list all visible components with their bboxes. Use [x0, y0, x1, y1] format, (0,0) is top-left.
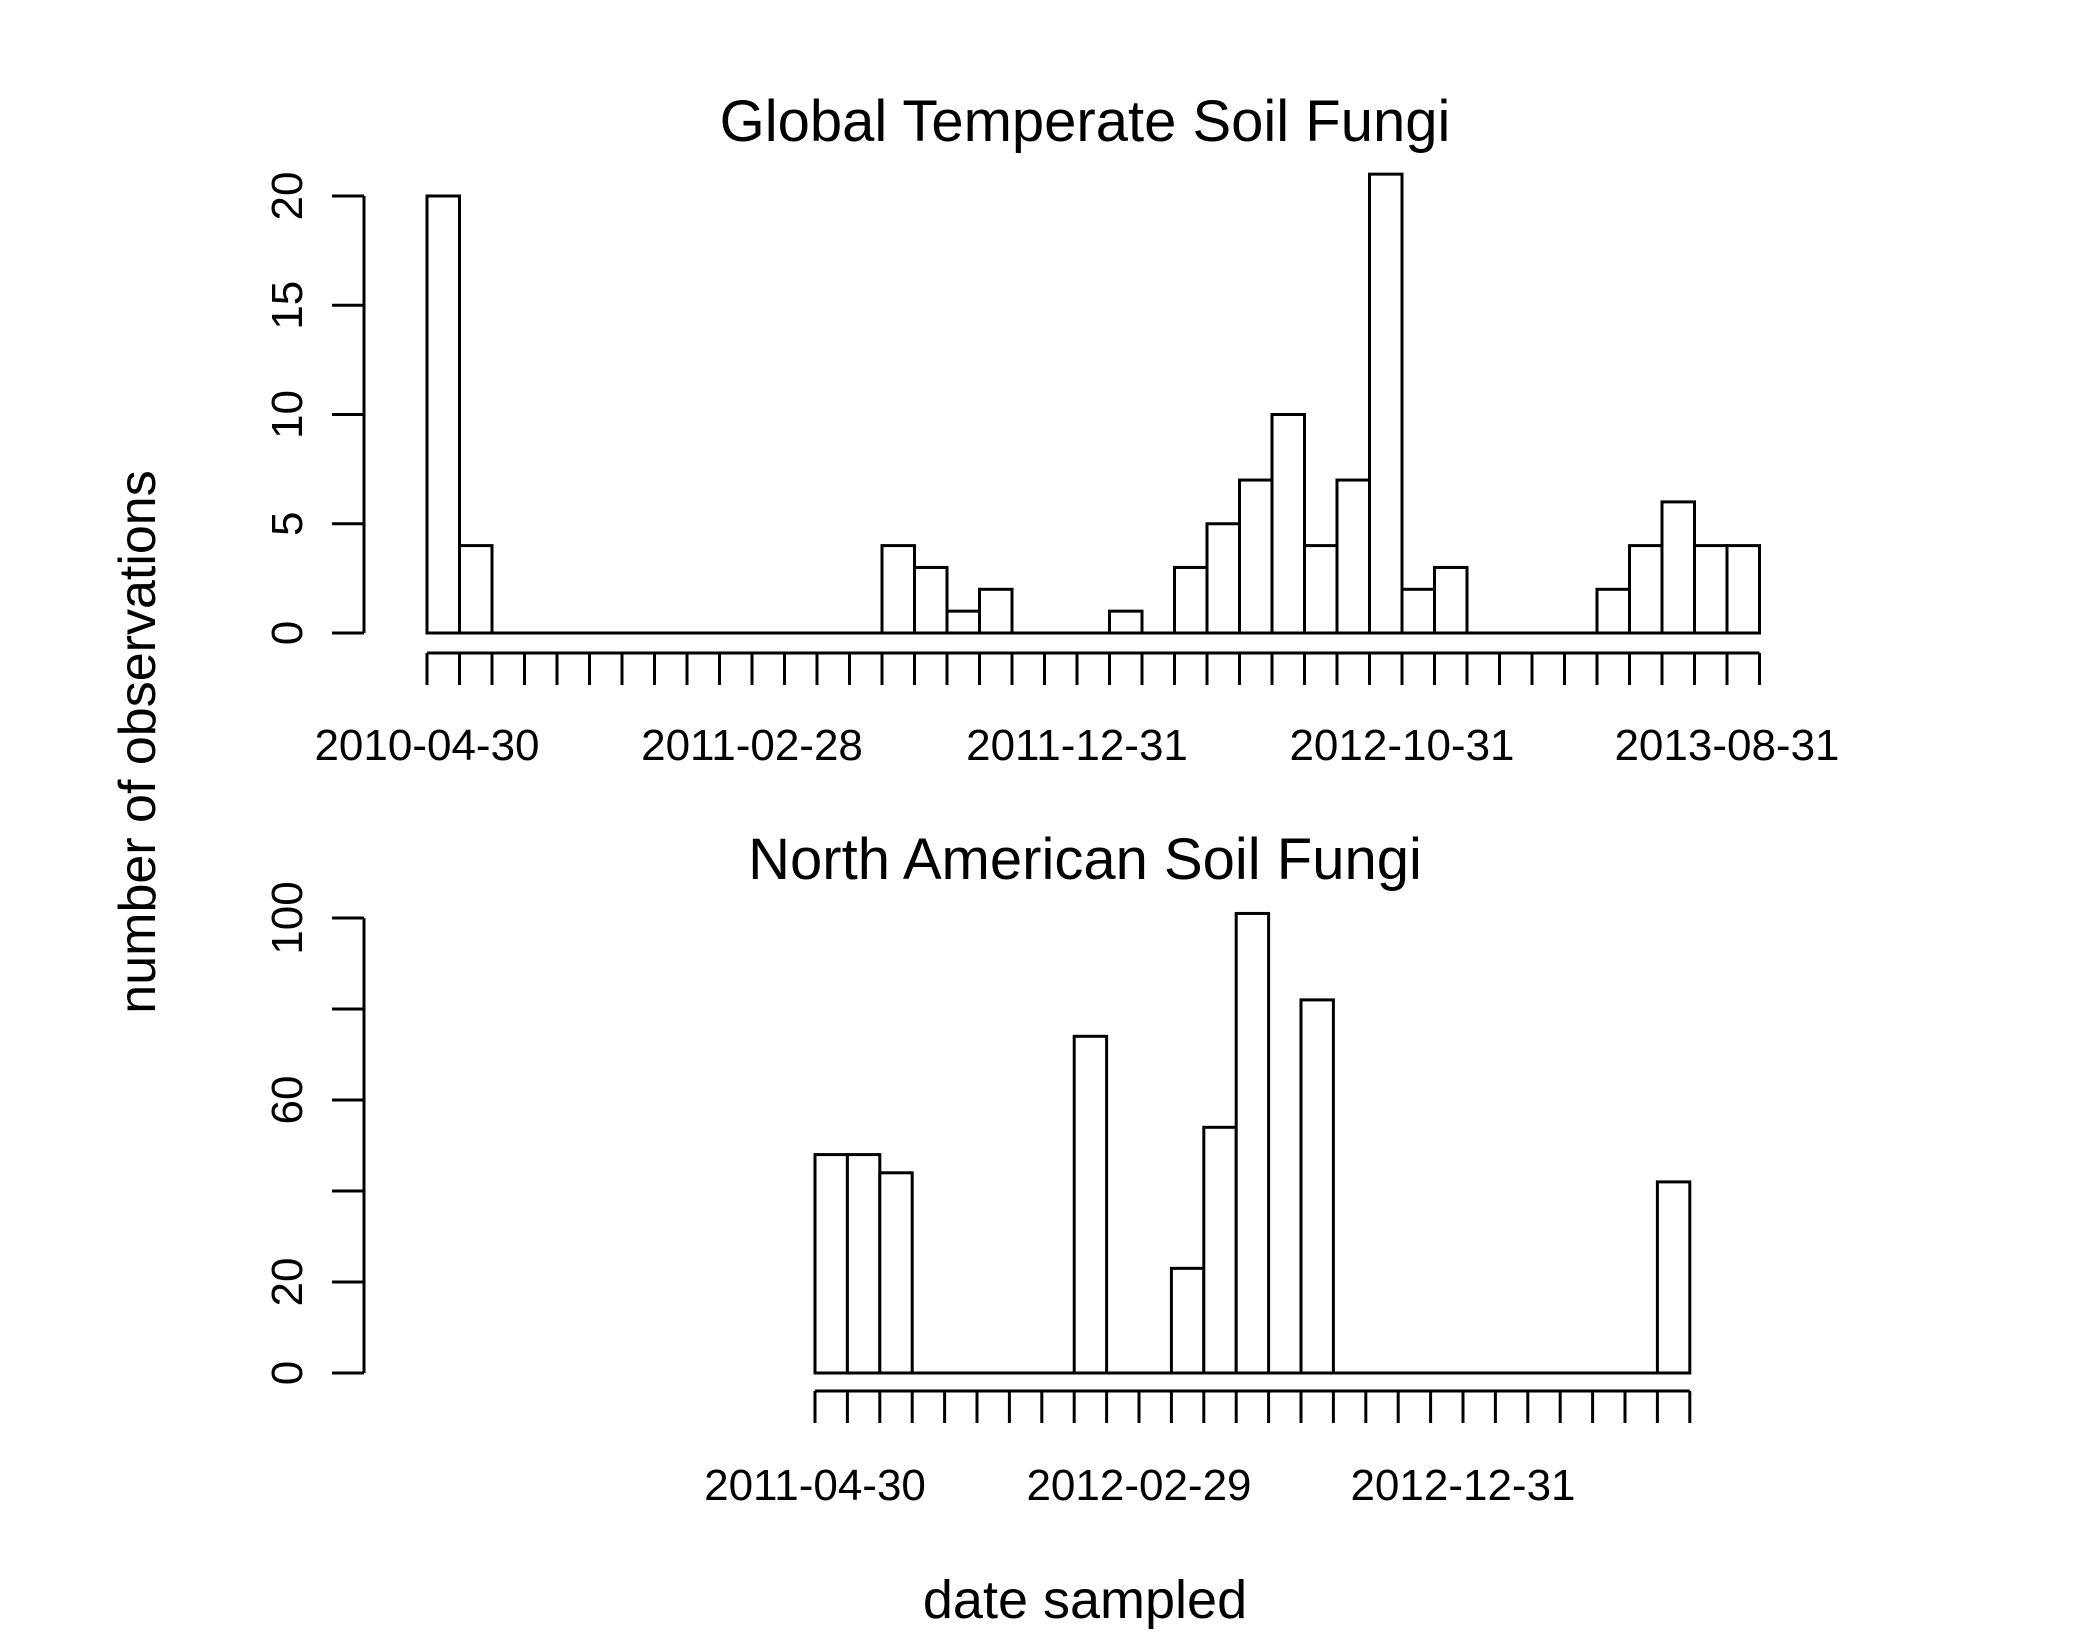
x-tick-label: 2011-04-30	[704, 1461, 926, 1510]
y-tick-label: 10	[263, 390, 312, 439]
bar-2012-04-30	[1205, 522, 1241, 635]
x-tick-label: 2012-12-31	[1350, 1461, 1575, 1510]
x-tick-label: 2010-04-30	[314, 721, 539, 770]
y-tick-label: 20	[263, 172, 312, 221]
bar-2011-09-30	[978, 587, 1014, 635]
y-tick-label: 5	[263, 512, 312, 536]
chart-panel-north-american: North American Soil Fungi 0 20 60 100 2011-…	[263, 827, 1692, 1510]
bar-2010-05-31	[458, 544, 494, 635]
bar-2011-06-30	[878, 1171, 914, 1375]
bar-2012-07-31	[1303, 544, 1339, 635]
bar-2011-05-31	[845, 1153, 882, 1375]
chart-panel-global: Global Temperate Soil Fungi 0 5 10 15 20 201…	[263, 89, 1840, 770]
bar-2013-06-30	[1660, 500, 1696, 635]
bar-2012-03-31	[1173, 565, 1209, 635]
bar-2011-12-31	[1072, 1034, 1109, 1375]
bar-2011-07-31	[913, 565, 949, 635]
y-tick-label: 60	[263, 1076, 312, 1125]
y-axis-north-american: 0 20 60 100	[263, 881, 366, 1385]
x-tick-label: 2011-12-31	[966, 721, 1188, 770]
bar-2011-08-31	[945, 609, 981, 635]
bar-2012-06-30	[1270, 413, 1306, 635]
x-tick-label: 2012-02-29	[1026, 1461, 1251, 1510]
bar-2011-06-30	[880, 544, 916, 635]
bar-2013-08-31	[1725, 544, 1761, 635]
bars-global	[425, 172, 1761, 635]
y-tick-label: 15	[263, 281, 312, 330]
y-axis-label: number of observations	[109, 470, 167, 1013]
bar-2012-09-30	[1368, 172, 1404, 635]
bar-2012-05-31	[1234, 911, 1271, 1375]
x-axis-label: date sampled	[923, 1570, 1247, 1630]
bar-2013-05-31	[1628, 544, 1664, 635]
y-tick-label: 0	[263, 621, 312, 645]
x-tick-label: 2012-10-31	[1289, 721, 1514, 770]
bar-2012-11-30	[1433, 565, 1469, 635]
chart-title-global: Global Temperate Soil Fungi	[720, 89, 1451, 154]
bar-2012-05-31	[1238, 478, 1274, 635]
bars-north-american	[813, 911, 1692, 1375]
bar-2011-04-30	[813, 1153, 849, 1375]
y-tick-label: 0	[263, 1361, 312, 1385]
bar-2010-04-30	[425, 194, 461, 635]
x-axis-north-american: 2011-04-30 2012-02-29 2012-12-31	[704, 1389, 1692, 1510]
x-tick-label: 2013-08-31	[1614, 721, 1839, 770]
bar-2013-04-30	[1595, 587, 1631, 635]
chart-title-north-american: North American Soil Fungi	[748, 827, 1422, 892]
bar-2013-07-31	[1693, 544, 1729, 635]
y-tick-label: 100	[263, 881, 312, 954]
y-axis-global: 0 5 10 15 20	[263, 172, 366, 645]
y-tick-label: 20	[263, 1258, 312, 1307]
bar-2012-01-31	[1108, 609, 1144, 635]
bar-2012-10-31	[1400, 587, 1436, 635]
x-axis-global: 2010-04-30 2011-02-28 2011-12-31 2012-10-31…	[314, 651, 1840, 770]
bar-2012-04-30	[1202, 1125, 1238, 1375]
bar-2012-08-31	[1335, 478, 1371, 635]
bar-2012-07-31	[1299, 998, 1335, 1375]
x-tick-label: 2011-02-28	[641, 721, 863, 770]
bar-2013-06-30	[1655, 1180, 1692, 1375]
bar-2012-03-31	[1169, 1266, 1206, 1375]
